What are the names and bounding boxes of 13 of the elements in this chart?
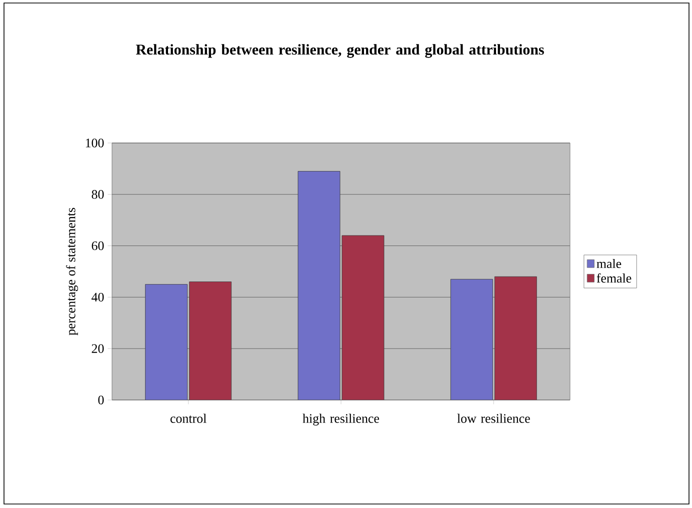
y-tick-label: 40 <box>92 292 104 302</box>
y-tick-label: 0 <box>98 396 104 404</box>
legend-label: female <box>596 273 632 283</box>
chart-title: Relationship between resilience, gender and global attributions <box>136 44 544 58</box>
x-tick-label: control <box>170 414 206 423</box>
y-axis-title: percentage of statements <box>66 208 78 336</box>
legend-label: male <box>596 258 622 268</box>
y-tick-label: 60 <box>92 241 104 250</box>
y-tick-label: 80 <box>92 190 104 199</box>
y-tick-label: 100 <box>86 138 104 148</box>
x-tick-label: low resilience <box>457 414 530 423</box>
x-tick-label: high resilience <box>302 414 380 426</box>
y-tick-label: 20 <box>92 344 104 353</box>
